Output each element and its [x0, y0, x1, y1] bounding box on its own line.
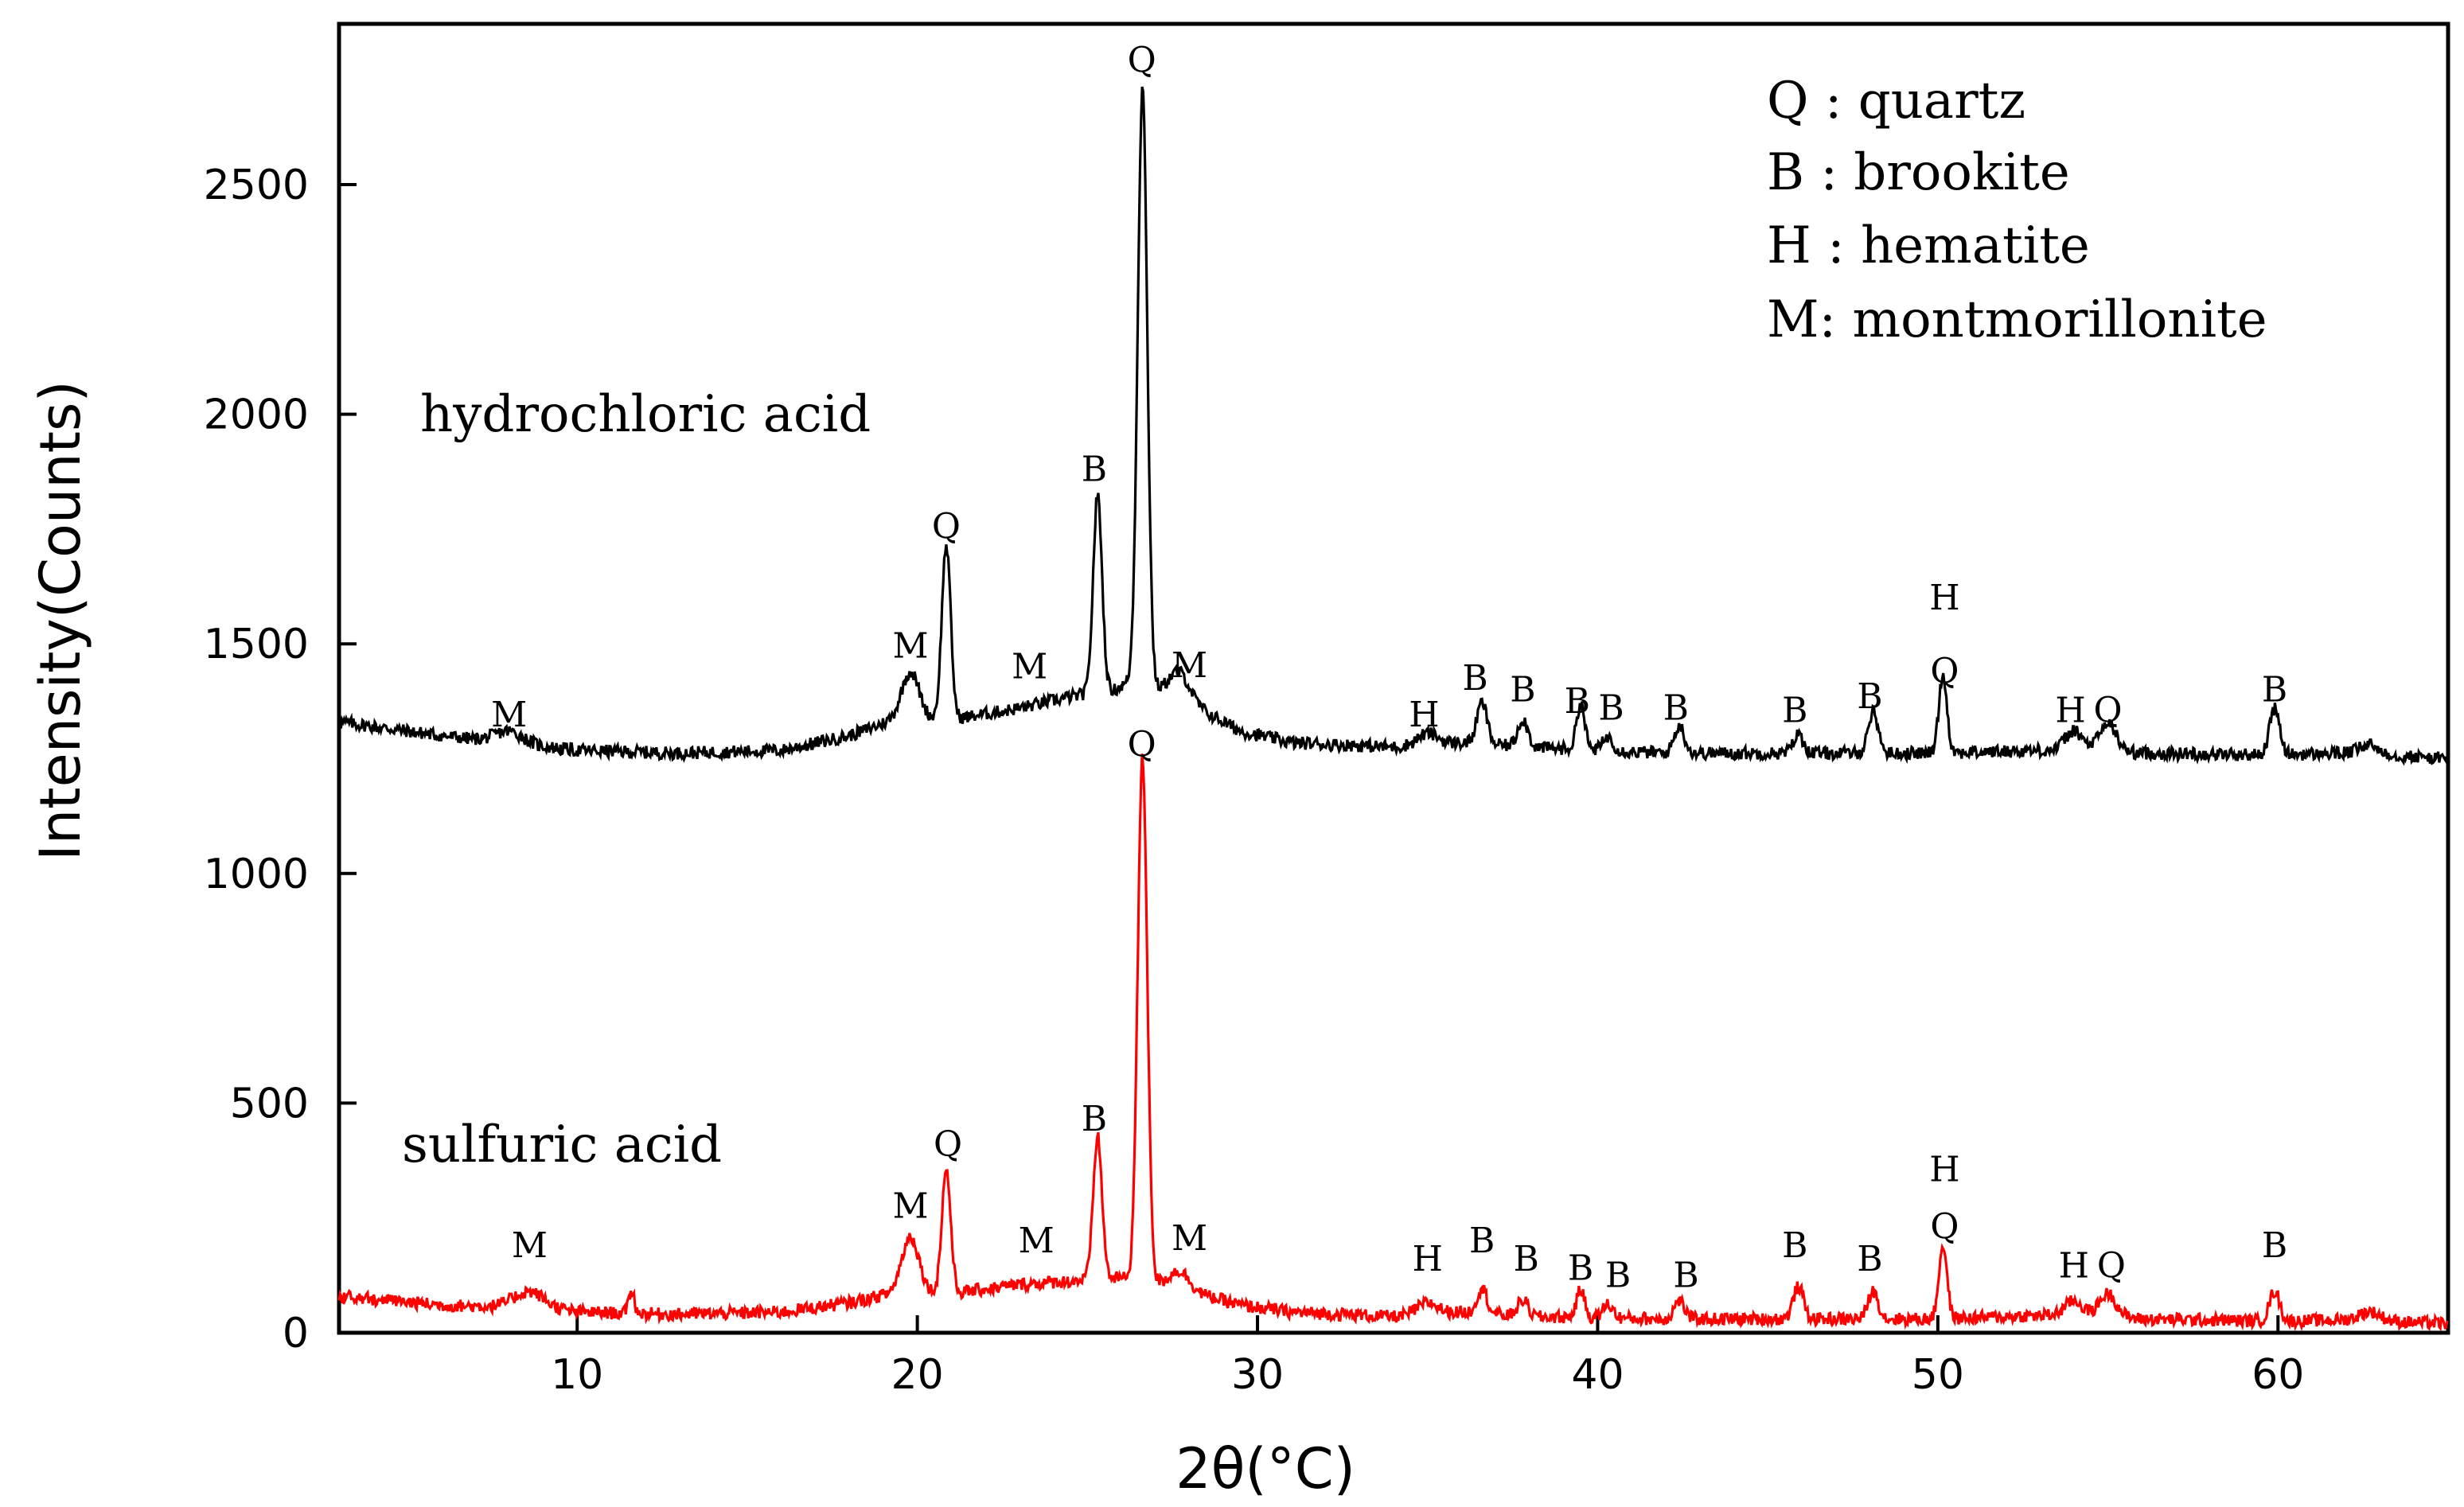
peak-label: B: [1568, 1248, 1593, 1289]
plot-frame: [337, 21, 2450, 1335]
x-tick-label: 40: [1571, 1351, 1624, 1399]
peak-label: B: [1782, 690, 1807, 730]
peak-label: B: [1673, 1255, 1698, 1295]
peak-label: B: [1082, 449, 1107, 489]
legend-entry-quartz: Q : quartz: [1767, 72, 2025, 130]
peak-label: H: [1409, 695, 1439, 735]
series-label-sulfuric: sulfuric acid: [402, 1116, 722, 1174]
y-tick-label: 1500: [204, 621, 309, 668]
peak-label: Q: [1930, 651, 1959, 691]
peak-label: B: [1857, 676, 1882, 717]
peak-label: B: [1663, 687, 1689, 728]
x-axis-label: 2θ(°C): [1175, 1436, 1355, 1501]
peak-label: H: [2055, 690, 2085, 730]
peak-label: M: [1019, 1221, 1055, 1261]
y-tick-label: 2000: [204, 391, 309, 439]
peak-label: B: [1082, 1099, 1107, 1139]
series-layer: [337, 86, 2449, 1332]
peak-label: Q: [934, 1124, 962, 1165]
y-tick-label: 2500: [204, 162, 309, 209]
peak-label: H: [2059, 1246, 2089, 1287]
peak-label: M: [1172, 1218, 1207, 1259]
x-tick-label: 30: [1231, 1351, 1284, 1399]
series-line-sulfuric: [337, 754, 2449, 1332]
peak-label: B: [1462, 658, 1487, 699]
x-tick-label: 20: [891, 1351, 944, 1399]
y-tick-label: 1000: [204, 851, 309, 898]
x-tick-label: 10: [551, 1351, 603, 1399]
peak-label: H: [1413, 1239, 1443, 1279]
legend-entry-montmorillonite: M: montmorillonite: [1767, 290, 2267, 349]
peak-label: Q: [2094, 690, 2123, 730]
legend-entry-brookite: B : brookite: [1767, 143, 2070, 202]
peak-label: B: [1565, 681, 1590, 722]
peak-label: B: [1510, 669, 1535, 710]
peak-label: B: [2262, 1225, 2287, 1266]
peak-label: B: [1514, 1239, 1539, 1279]
peak-label: B: [1605, 1255, 1631, 1295]
peak-label: Q: [2097, 1246, 2126, 1287]
peak-label: B: [1857, 1239, 1882, 1279]
y-tick-label: 500: [230, 1080, 309, 1127]
legend: Q : quartz B : brookite H : hematite M: …: [1767, 72, 2267, 349]
peak-label: B: [1598, 687, 1624, 728]
axis-ticks: 10 20 30 40 50 60 0 500 1000 1500 2000 2500: [204, 162, 2305, 1399]
series-line-hydrochloric: [337, 86, 2449, 766]
series-label-hydrochloric: hydrochloric acid: [420, 385, 871, 444]
y-axis-label: Intensity(Counts): [28, 380, 93, 861]
peak-label: M: [491, 695, 527, 735]
peak-label: B: [1469, 1221, 1495, 1261]
peak-label: H: [1929, 1150, 1959, 1190]
legend-entry-hematite: H : hematite: [1767, 216, 2090, 275]
peak-label: M: [1012, 647, 1047, 687]
peak-label: Q: [1128, 725, 1156, 765]
peak-label: M: [1172, 645, 1207, 686]
peak-label: B: [1782, 1225, 1807, 1266]
peak-label: M: [512, 1225, 548, 1266]
peak-label: B: [2262, 669, 2287, 710]
y-tick-label: 0: [283, 1310, 309, 1357]
peak-label: Q: [1128, 41, 1156, 81]
peak-label: M: [893, 626, 929, 667]
x-tick-label: 50: [1912, 1351, 1964, 1399]
peak-label: M: [893, 1186, 929, 1227]
x-tick-label: 60: [2252, 1351, 2304, 1399]
peak-label: Q: [932, 506, 961, 547]
peak-label: H: [1929, 578, 1959, 618]
peak-label: Q: [1930, 1207, 1959, 1248]
